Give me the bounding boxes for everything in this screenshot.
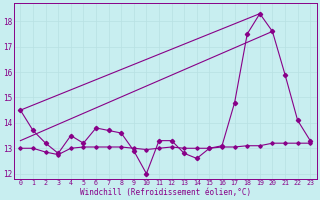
X-axis label: Windchill (Refroidissement éolien,°C): Windchill (Refroidissement éolien,°C) xyxy=(80,188,251,197)
